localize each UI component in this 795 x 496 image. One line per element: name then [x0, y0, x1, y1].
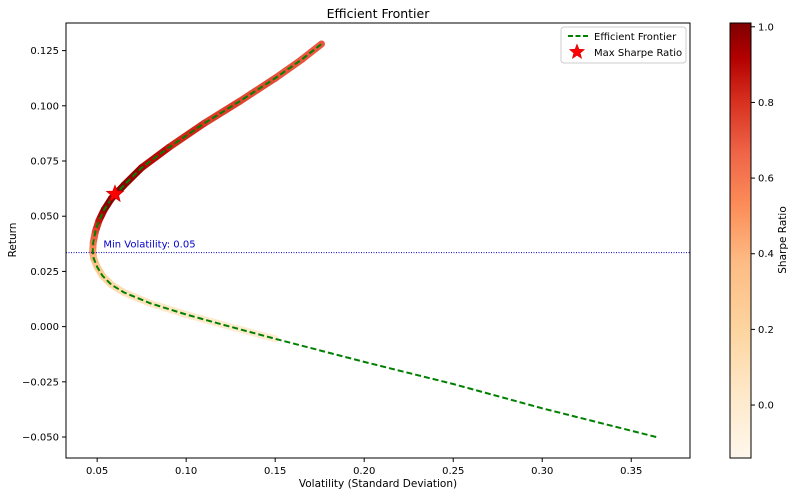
x-tick-label: 0.10 [175, 466, 197, 477]
legend-star-icon [568, 43, 586, 60]
y-tick-label: −0.025 [22, 377, 59, 388]
x-tick-label: 0.25 [442, 466, 464, 477]
chart-title: Efficient Frontier [327, 6, 431, 21]
x-tick-label: 0.30 [531, 466, 553, 477]
portfolio-point [271, 335, 279, 342]
y-axis-label: Return [7, 223, 19, 258]
efficient-frontier-line [91, 43, 657, 438]
max-sharpe-star [105, 184, 125, 203]
colorbar-tick-label: 0.6 [758, 174, 774, 185]
legend: Efficient Frontier Max Sharpe Ratio [560, 26, 687, 64]
x-tick-label: 0.35 [620, 466, 642, 477]
x-axis-label: Volatility (Standard Deviation) [299, 478, 457, 490]
y-tick-label: 0.000 [30, 322, 59, 333]
portfolio-band-segment [218, 320, 279, 343]
legend-label-max-sharpe: Max Sharpe Ratio [594, 48, 682, 59]
x-tick-label: 0.20 [353, 466, 375, 477]
y-tick-label: 0.125 [30, 46, 59, 57]
legend-label-frontier: Efficient Frontier [594, 32, 677, 43]
colorbar-tick-label: 0.4 [758, 249, 774, 260]
portfolio-point [218, 321, 225, 328]
y-tick-label: 0.050 [30, 212, 59, 223]
x-tick-label: 0.15 [264, 466, 286, 477]
plot-frame [65, 22, 691, 459]
colorbar-tick-label: 0.2 [758, 325, 774, 336]
portfolio-point [182, 311, 190, 318]
colorbar [729, 22, 752, 459]
y-tick-label: −0.050 [22, 433, 59, 444]
y-tick-label: 0.100 [30, 101, 59, 112]
legend-box [560, 26, 687, 64]
colorbar-tick-label: 0.8 [758, 98, 774, 109]
colorbar-tick-label: 1.0 [758, 22, 774, 33]
x-tick-label: 0.05 [86, 466, 108, 477]
y-tick-label: 0.075 [30, 157, 59, 168]
min-volatility-annotation: Min Volatility: 0.05 [103, 239, 195, 250]
colorbar-tick-label: 0.0 [758, 401, 774, 412]
y-tick-label: 0.025 [30, 267, 59, 278]
colorbar-label: Sharpe Ratio [777, 206, 789, 274]
